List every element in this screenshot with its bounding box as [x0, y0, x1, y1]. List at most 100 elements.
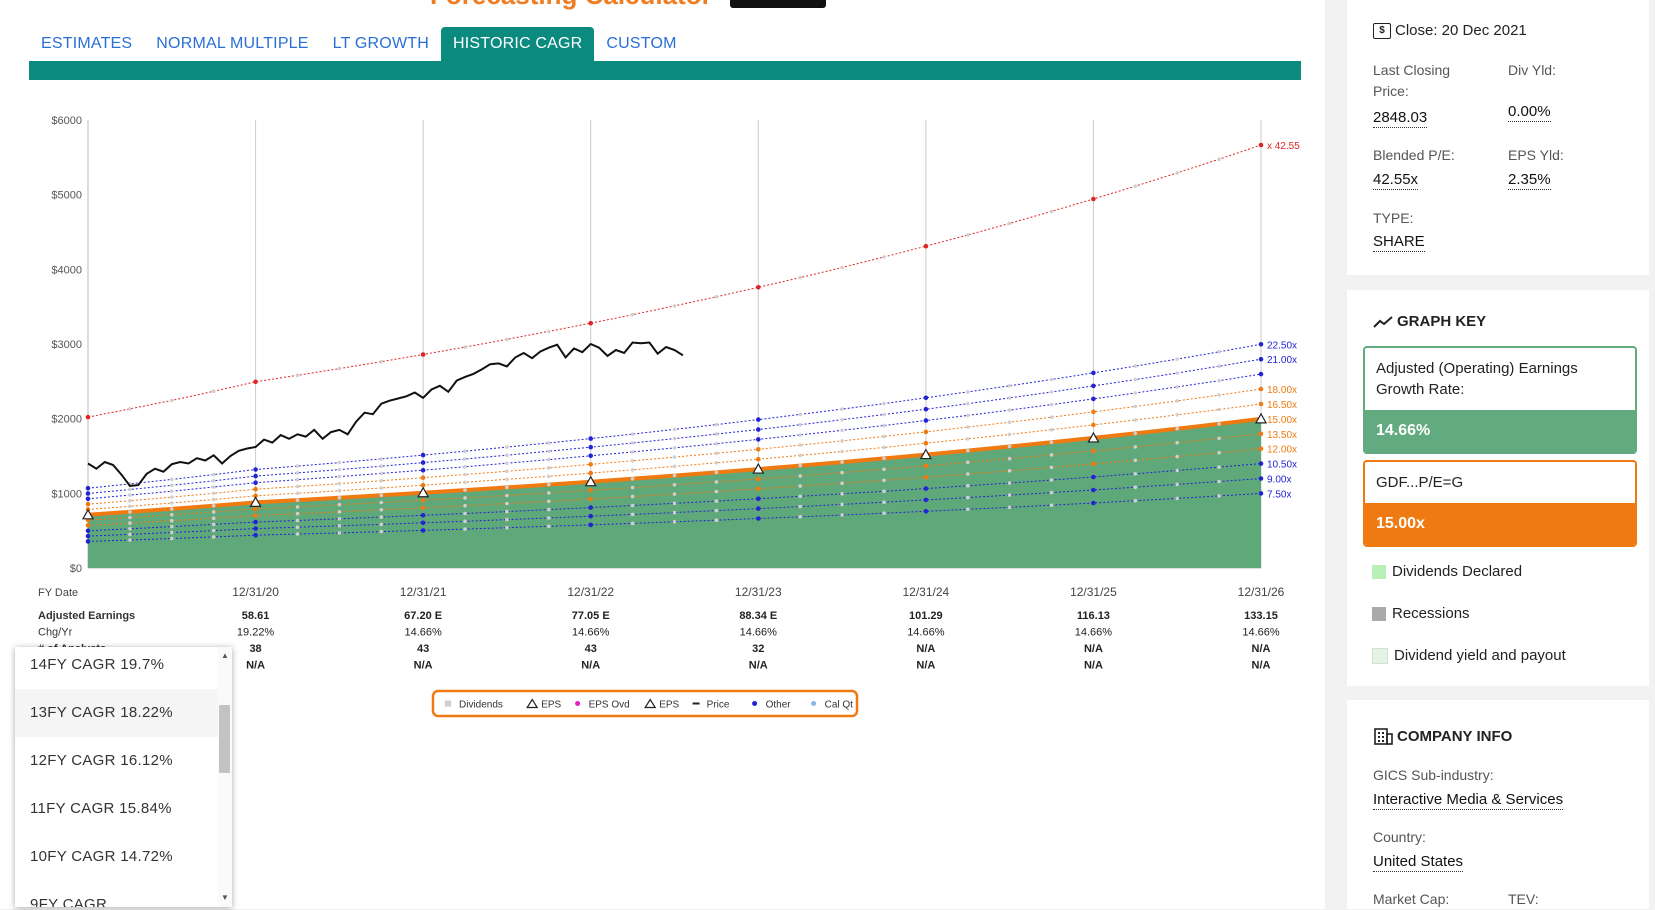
pe-line-point: [1049, 490, 1054, 495]
pe-line-point: [798, 463, 802, 468]
pe-line-point: [505, 461, 509, 466]
pe-line-point: [420, 498, 426, 503]
trend-line-icon: [1373, 315, 1393, 328]
scroll-thumb[interactable]: [219, 705, 230, 773]
pe-line-point: [1049, 478, 1054, 482]
pe-line-label: 21.00x: [1267, 355, 1297, 366]
pe-line-point: [714, 480, 719, 484]
pe-line-point: [756, 496, 761, 502]
dropdown-option[interactable]: 10FY CAGR 14.72%: [30, 848, 173, 865]
pe-line-point: [840, 449, 844, 454]
legend-label: Dividends Declared: [1392, 563, 1523, 580]
green-swatch-icon: [1372, 564, 1386, 579]
pe-line-point: [1091, 500, 1096, 506]
last-closing-value[interactable]: 2848.03: [1373, 109, 1428, 128]
tab-custom[interactable]: CUSTOM: [606, 35, 677, 52]
pe-line-point: [379, 486, 384, 490]
div-yld-value[interactable]: 0.00%: [1508, 103, 1551, 122]
pe-line-point: [1049, 503, 1054, 508]
pe-line-point: [1133, 498, 1138, 503]
pe-line-point: [547, 491, 551, 495]
pe-line-point: [1091, 370, 1096, 376]
pe-line-point: [1007, 456, 1012, 461]
tev-label: TEV:: [1508, 891, 1539, 907]
pe-line-point: [1175, 440, 1179, 445]
pe-line-point: [295, 505, 300, 509]
pe-line-point: [923, 440, 929, 446]
pe-line-point: [1091, 461, 1096, 467]
scroll-down-icon[interactable]: ▼: [221, 893, 229, 902]
pe-line-point: [85, 496, 91, 502]
pe-line: [87, 144, 1262, 418]
pe-line-point: [756, 285, 761, 290]
pe-line-point: [253, 519, 258, 525]
pe-line-point: [798, 504, 802, 509]
dropdown-option[interactable]: 12FY CAGR 16.12%: [30, 752, 173, 769]
pe-line-point: [1175, 413, 1179, 417]
tab-lt-growth[interactable]: LT GROWTH: [332, 35, 429, 52]
pe-line-point: [672, 501, 677, 506]
cagr-dropdown[interactable]: 14FY CAGR 19.7% 13FY CAGR 18.22% 12FY CA…: [15, 647, 232, 907]
pe-line-point: [295, 477, 300, 482]
pe-line-point: [1258, 446, 1264, 452]
dropdown-option[interactable]: 11FY CAGR 15.84%: [30, 800, 172, 817]
table-cell: N/A: [246, 660, 265, 672]
table-cell: 14.66%: [572, 627, 610, 639]
pe-line-point: [547, 516, 551, 520]
pe-line-point: [672, 304, 677, 308]
company-info-card: COMPANY INFO GICS Sub-industry: Interact…: [1347, 700, 1649, 909]
dropdown-option[interactable]: 14FY CAGR 19.7%: [30, 656, 165, 673]
country-value[interactable]: United States: [1373, 853, 1464, 872]
pe-line-point: [1049, 465, 1054, 470]
pe-line-point: [840, 481, 844, 486]
pe-line-point: [170, 530, 174, 535]
pe-line-point: [505, 525, 509, 530]
pe-line-point: [379, 493, 384, 498]
pe-line-point: [170, 489, 174, 494]
pe-line-point: [882, 478, 886, 483]
y-tick-label: $5000: [51, 190, 82, 202]
pe-line-point: [1049, 440, 1054, 445]
tab-estimates[interactable]: ESTIMATES: [41, 35, 133, 52]
pe-line-point: [882, 445, 886, 450]
pe-line-label: 12.00x: [1267, 445, 1297, 456]
pe-line-point: [840, 407, 844, 411]
pe-line-point: [253, 480, 258, 486]
legend-recessions[interactable]: Recessions: [1372, 605, 1470, 622]
eps-marker: [81, 508, 95, 520]
table-cell: 77.05 E: [572, 610, 610, 622]
pe-line-point: [463, 488, 467, 492]
pe-line-point: [923, 418, 929, 423]
pe-line-point: [505, 477, 509, 482]
pe-box[interactable]: GDF...P/E=G 15.00x: [1363, 460, 1637, 547]
pe-line-point: [630, 441, 635, 445]
eps-yld-value[interactable]: 2.35%: [1508, 171, 1551, 190]
eps-marker: [1087, 431, 1100, 443]
legend-dividend-yield[interactable]: Dividend yield and payout: [1372, 647, 1566, 664]
blended-pe-value[interactable]: 42.55x: [1373, 171, 1419, 190]
pe-line-point: [337, 488, 342, 493]
pe-line-point: [840, 439, 844, 443]
dropdown-option-partial[interactable]: 9FY CAGR: [30, 896, 108, 907]
pe-line-point: [756, 427, 761, 432]
dropdown-option[interactable]: 13FY CAGR 18.22%: [15, 689, 232, 737]
pe-line-point: [882, 467, 886, 472]
pe-line-point: [1007, 420, 1012, 425]
dropdown-scrollbar[interactable]: ▲ ▼: [218, 647, 232, 907]
growth-rate-box[interactable]: Adjusted (Operating) Earnings Growth Rat…: [1363, 346, 1637, 454]
pe-line-point: [882, 489, 886, 494]
pe-line-point: [547, 441, 551, 445]
pe-line-point: [128, 498, 132, 503]
pe-line-point: [588, 522, 593, 528]
tab-normal-multiple[interactable]: NORMAL MULTIPLE: [156, 35, 309, 52]
eps-marker: [752, 462, 765, 474]
pe-line-point: [1007, 493, 1012, 497]
pe-line-point: [756, 417, 761, 422]
pe-line-point: [128, 527, 132, 531]
subindustry-value[interactable]: Interactive Media & Services: [1373, 791, 1564, 810]
scroll-up-icon[interactable]: ▲: [221, 651, 229, 660]
pe-line-point: [379, 508, 384, 512]
tab-historic-cagr[interactable]: HISTORIC CAGR: [440, 27, 595, 61]
legend-dividends-declared[interactable]: Dividends Declared: [1372, 563, 1522, 580]
type-value[interactable]: SHARE: [1373, 233, 1425, 252]
